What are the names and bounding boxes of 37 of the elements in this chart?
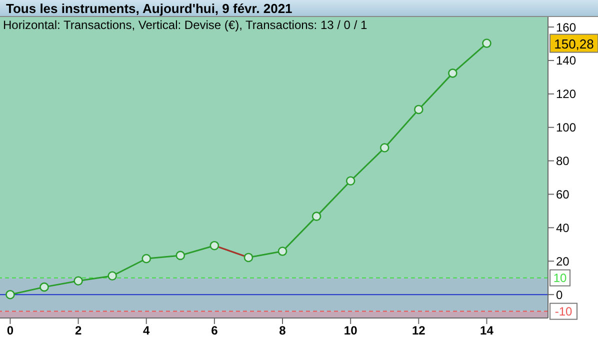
y-tick-label: 60 (556, 188, 570, 202)
x-tick-label: 14 (480, 324, 494, 337)
point (142, 254, 152, 264)
point (278, 246, 288, 256)
point (312, 212, 322, 221)
chart-title: Tous les instruments, Aujourd'hui, 9 févr. 2021 (6, 1, 292, 16)
ref-line-label: -10 (554, 304, 572, 318)
point (108, 271, 117, 281)
ref-line-label: 10 (553, 270, 567, 285)
x-tick-label: 2 (74, 324, 82, 337)
y-tick-label: 120 (556, 87, 576, 102)
x-tick-label: 0 (6, 324, 14, 337)
point (414, 104, 424, 114)
point (482, 38, 492, 48)
y-tick-label: 40 (556, 220, 570, 235)
x-tick-label: 6 (211, 324, 218, 337)
x-tick-label: 4 (143, 324, 150, 337)
text: 150,28 (554, 36, 594, 52)
point (210, 240, 220, 250)
point (74, 276, 83, 286)
point (6, 290, 15, 300)
y-tick-label: 0 (556, 288, 563, 302)
x-tick-label: 10 (344, 324, 358, 337)
y-tick-label: 80 (556, 154, 570, 168)
y-tick-label: 100 (556, 120, 576, 135)
point (380, 143, 390, 152)
y-tick-label: 140 (556, 54, 576, 68)
point (244, 252, 254, 262)
x-tick-label: 12 (412, 324, 426, 337)
chart-subtitle: Horizontal: Transactions, Vertical: Devise (€), Transactions: 13 / 0 / 1 (3, 18, 368, 32)
y-tick-label: 20 (556, 254, 570, 268)
y-tick-label: 160 (556, 20, 576, 34)
point (346, 176, 356, 186)
point (176, 250, 186, 260)
point (448, 68, 458, 78)
point (40, 282, 49, 292)
x-tick-label: 8 (279, 324, 286, 337)
